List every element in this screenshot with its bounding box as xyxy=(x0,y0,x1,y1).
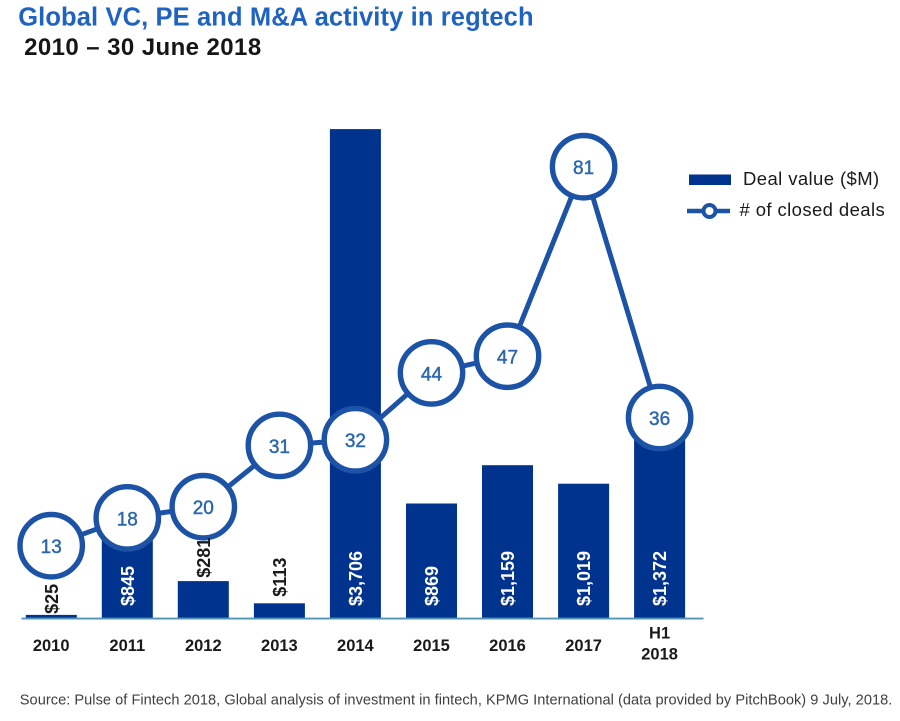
svg-text:2014: 2014 xyxy=(337,637,375,655)
svg-text:$113: $113 xyxy=(270,558,290,597)
svg-text:H1: H1 xyxy=(649,624,670,642)
svg-text:$869: $869 xyxy=(422,566,442,606)
svg-text:31: 31 xyxy=(269,437,290,458)
svg-text:Deal value ($M): Deal value ($M) xyxy=(743,168,880,189)
svg-text:Source: Pulse of Fintech 2018,: Source: Pulse of Fintech 2018, Global an… xyxy=(20,692,893,708)
svg-text:2012: 2012 xyxy=(185,637,222,655)
svg-text:$1,159: $1,159 xyxy=(498,551,518,606)
svg-text:$1,019: $1,019 xyxy=(574,551,594,606)
svg-text:2013: 2013 xyxy=(261,637,298,655)
svg-text:Global VC, PE and M&A activity: Global VC, PE and M&A activity in regtec… xyxy=(18,4,534,32)
svg-text:44: 44 xyxy=(421,364,443,385)
svg-text:81: 81 xyxy=(573,158,594,179)
svg-text:$845: $845 xyxy=(118,566,138,606)
svg-text:20: 20 xyxy=(193,498,214,519)
svg-text:# of closed deals: # of closed deals xyxy=(740,199,886,220)
svg-text:$281: $281 xyxy=(194,538,214,578)
svg-text:18: 18 xyxy=(117,509,138,530)
svg-text:$25: $25 xyxy=(42,584,62,614)
svg-text:36: 36 xyxy=(649,409,670,430)
svg-text:2017: 2017 xyxy=(565,637,602,655)
svg-text:$3,706: $3,706 xyxy=(346,551,366,606)
svg-text:$1,372: $1,372 xyxy=(650,551,670,606)
svg-text:2011: 2011 xyxy=(109,637,145,655)
svg-text:13: 13 xyxy=(41,537,62,558)
svg-text:2010: 2010 xyxy=(33,637,70,655)
svg-text:32: 32 xyxy=(345,431,366,452)
svg-text:2010 – 30 June 2018: 2010 – 30 June 2018 xyxy=(24,34,262,61)
svg-text:2018: 2018 xyxy=(641,646,678,664)
svg-text:2016: 2016 xyxy=(489,637,526,655)
svg-text:2015: 2015 xyxy=(413,637,450,655)
svg-text:47: 47 xyxy=(497,348,518,369)
